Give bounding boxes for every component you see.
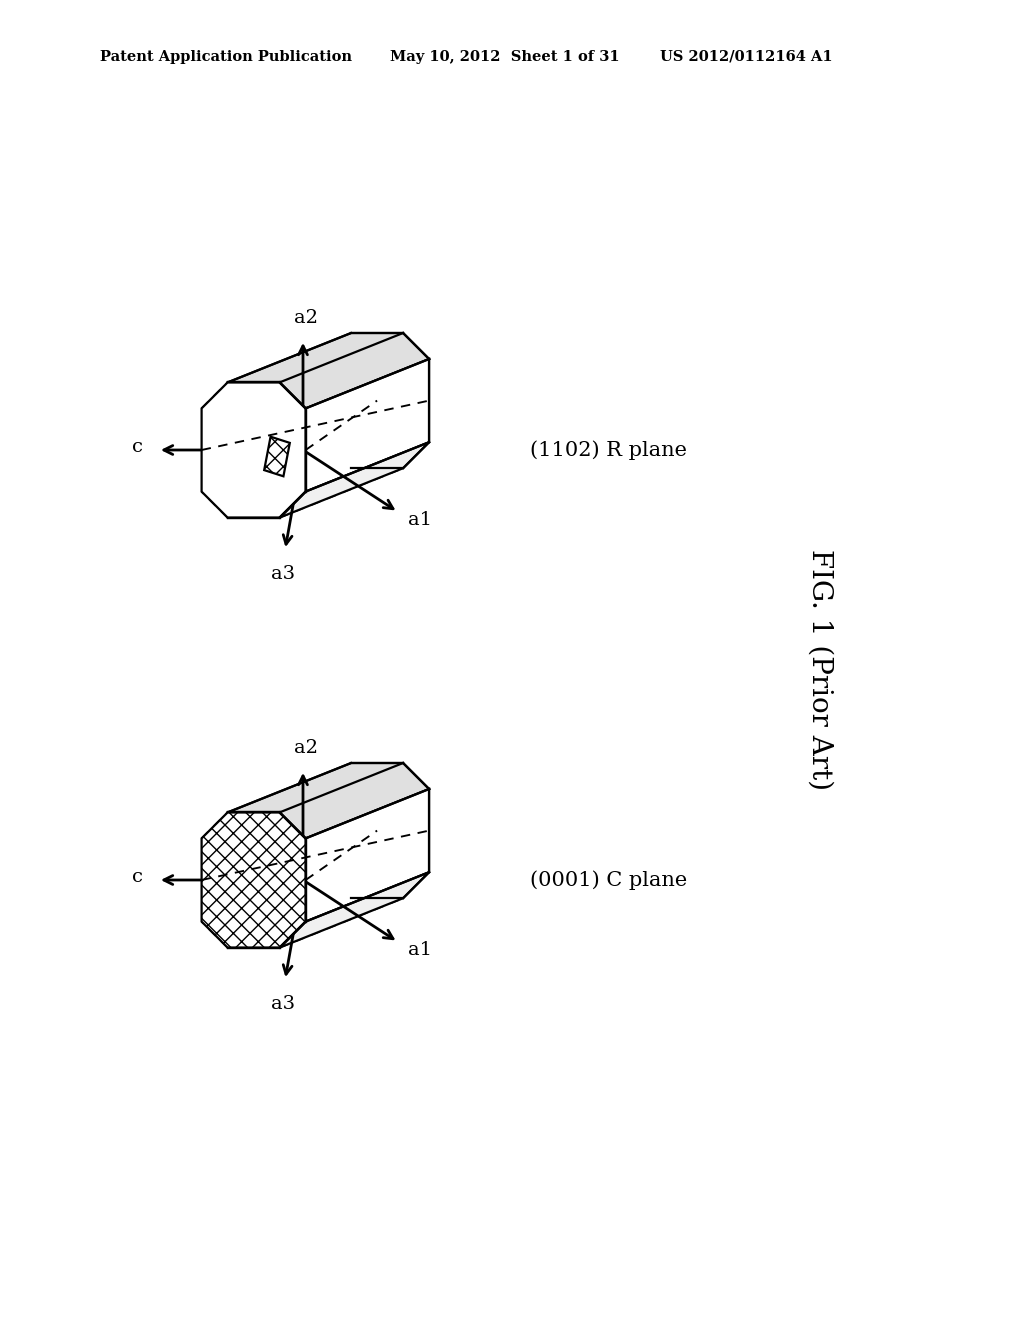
Text: c: c	[132, 438, 143, 455]
Text: a3: a3	[271, 995, 295, 1012]
Text: a1: a1	[408, 941, 432, 960]
Polygon shape	[305, 359, 429, 491]
Polygon shape	[227, 333, 429, 408]
Text: a2: a2	[294, 739, 318, 756]
Text: a3: a3	[271, 565, 295, 583]
Polygon shape	[280, 873, 429, 948]
Polygon shape	[202, 812, 305, 948]
Text: a2: a2	[294, 309, 318, 327]
Polygon shape	[264, 437, 290, 477]
Text: a1: a1	[408, 511, 432, 529]
Text: (0001) C plane: (0001) C plane	[530, 870, 687, 890]
Polygon shape	[227, 763, 429, 838]
Text: FIG. 1 (Prior Art): FIG. 1 (Prior Art)	[807, 549, 834, 791]
Text: May 10, 2012  Sheet 1 of 31: May 10, 2012 Sheet 1 of 31	[390, 50, 620, 63]
Text: US 2012/0112164 A1: US 2012/0112164 A1	[660, 50, 833, 63]
Text: Patent Application Publication: Patent Application Publication	[100, 50, 352, 63]
Text: (1102) R plane: (1102) R plane	[530, 440, 687, 459]
Text: c: c	[132, 869, 143, 886]
Polygon shape	[202, 383, 305, 517]
Polygon shape	[305, 789, 429, 921]
Polygon shape	[280, 442, 429, 517]
